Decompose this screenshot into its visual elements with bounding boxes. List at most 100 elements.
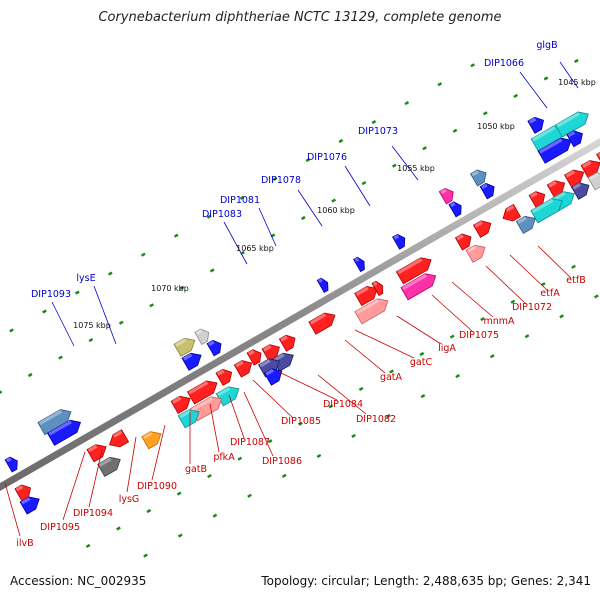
scale-tick: [140, 252, 146, 257]
scale-tick: [116, 526, 121, 531]
gene-label-etfb: etfB: [566, 275, 585, 286]
gene-label-gata: gatA: [380, 372, 403, 383]
leader-dip1087: [228, 394, 245, 439]
leader-glgb: [559, 61, 579, 89]
gene-feature: [108, 429, 130, 448]
gene-feature: [170, 395, 191, 415]
scale-tick: [470, 63, 475, 68]
gene-feature: [448, 201, 462, 218]
scale-label-1070-kbp: 1070 kbp: [151, 284, 189, 293]
gene-label-dip1073: DIP1073: [358, 126, 398, 137]
gene-feature: [97, 456, 121, 478]
gene-feature: [141, 431, 162, 450]
gene-feature: [400, 273, 437, 301]
scale-tick: [480, 317, 485, 322]
gene-feature: [571, 182, 590, 200]
leader-dip1076: [344, 165, 371, 207]
gene-label-dip1094: DIP1094: [73, 508, 113, 519]
leader-dip1083: [223, 221, 248, 265]
scale-tick: [593, 294, 599, 299]
leader-lysg: [126, 436, 137, 493]
gene-feature: [215, 368, 233, 386]
leader-dip1072: [485, 265, 527, 305]
scale-tick: [419, 351, 425, 357]
map-title: Corynebacterium diphtheriae NCTC 13129, …: [98, 10, 502, 25]
gene-features: [4, 111, 600, 515]
leader-dip1095: [62, 451, 86, 521]
scale-label-1075-kbp: 1075 kbp: [73, 321, 111, 330]
scale-tick: [0, 390, 3, 394]
scale-tick: [298, 421, 303, 426]
gene-feature: [278, 334, 296, 352]
leader-dip1066: [519, 71, 548, 109]
accession-text: Accession: NC_002935: [10, 574, 147, 588]
leader-lyse: [93, 285, 117, 345]
leader-dip1075: [431, 294, 473, 332]
gene-label-gatb: gatB: [185, 464, 207, 475]
scale-label-1065-kbp: 1065 kbp: [236, 244, 274, 253]
scale-tick: [42, 309, 47, 314]
scale-tick: [510, 299, 516, 304]
leader-dip1078: [297, 189, 323, 227]
scale-tick: [361, 181, 367, 186]
gene-feature: [502, 203, 522, 222]
scale-tick: [452, 128, 458, 133]
scale-tick: [146, 508, 152, 514]
scale-tick: [149, 303, 154, 308]
leader-dip1090: [151, 424, 166, 481]
scale-tick: [482, 111, 488, 116]
gene-feature: [316, 277, 329, 294]
scale-tick: [437, 82, 443, 87]
gene-feature: [566, 130, 583, 148]
leader-dip1084: [278, 371, 338, 401]
leader-gata: [344, 339, 386, 374]
scale-tick: [305, 157, 311, 163]
gene-feature: [186, 380, 218, 405]
gene-feature: [86, 444, 107, 463]
scale-tick: [316, 453, 322, 458]
leader-etfb: [537, 245, 572, 279]
gene-label-dip1066: DIP1066: [484, 58, 524, 69]
leader-ilvb: [4, 482, 21, 537]
gene-label-dip1078: DIP1078: [261, 175, 301, 186]
gene-feature: [472, 220, 492, 238]
leader-dip1073: [391, 145, 419, 181]
gene-label-ilvb: ilvB: [16, 538, 33, 549]
gene-feature: [173, 337, 196, 357]
gene-feature: [438, 187, 454, 205]
leader-dip1086: [243, 391, 274, 457]
gene-feature: [233, 360, 253, 378]
gene-label-liga: ligA: [438, 343, 456, 354]
gene-feature: [371, 280, 384, 297]
gene-label-lyse: lysE: [76, 273, 95, 284]
scale-tick: [351, 433, 356, 438]
scale-ticks: [0, 58, 599, 558]
gene-feature: [46, 419, 82, 446]
gene-label-dip1084: DIP1084: [323, 399, 363, 410]
scale-tick: [449, 334, 455, 339]
scale-tick: [107, 271, 113, 276]
gene-feature: [392, 233, 406, 250]
gene-label-dip1075: DIP1075: [459, 330, 499, 341]
scale-tick: [524, 334, 530, 339]
scale-tick: [88, 338, 94, 343]
leader-etfa: [509, 254, 548, 291]
gene-feature: [515, 215, 536, 235]
leader-dip1085: [252, 379, 294, 419]
gene-feature: [465, 244, 486, 263]
scale-tick: [27, 372, 33, 378]
gene-feature: [353, 256, 365, 273]
gene-label-pfka: pfkA: [213, 452, 235, 463]
gene-feature: [194, 328, 210, 346]
scale-tick: [455, 374, 461, 379]
scale-tick: [328, 404, 334, 409]
scale-tick: [207, 474, 212, 479]
gene-label-lysg: lysG: [119, 494, 140, 505]
gene-feature: [19, 496, 40, 515]
scale-tick: [267, 439, 273, 444]
gene-feature: [537, 137, 572, 164]
scale-tick: [58, 355, 63, 360]
scale-tick: [358, 386, 364, 391]
gene-label-etfa: etfA: [540, 288, 560, 299]
gene-feature: [527, 116, 545, 134]
